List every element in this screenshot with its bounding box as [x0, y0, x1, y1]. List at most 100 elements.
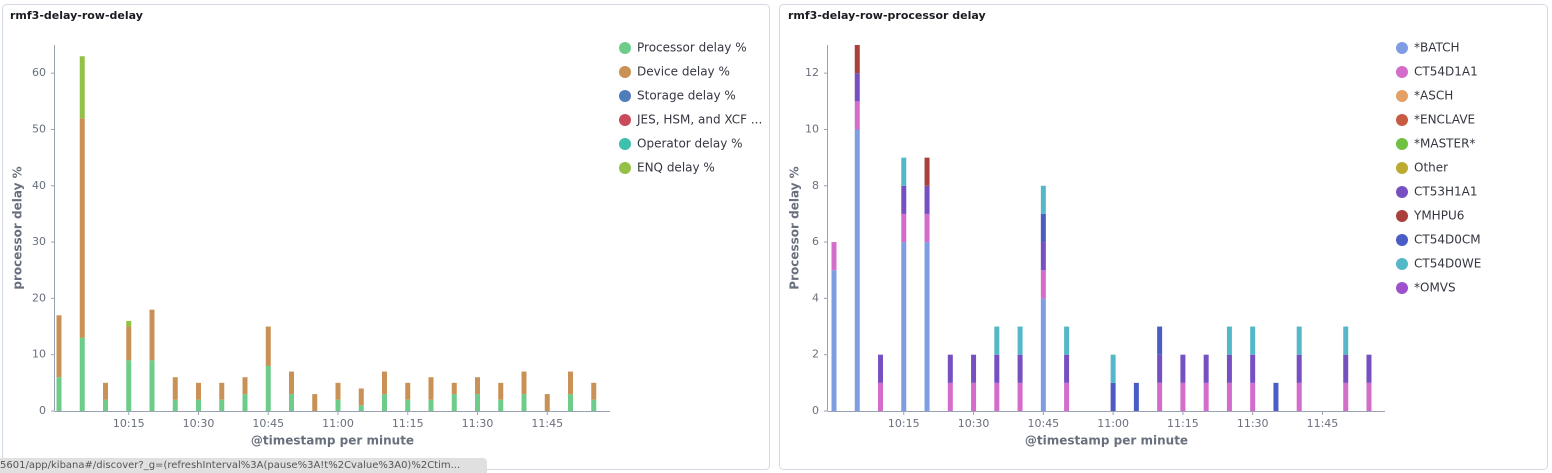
x-tick-label: 10:15 — [888, 417, 920, 430]
legend-label: Other — [1414, 161, 1448, 175]
x-tick-label: 10:30 — [183, 417, 215, 430]
bar-segment — [1157, 354, 1163, 383]
bar-segment — [1064, 382, 1070, 411]
bar-segment — [854, 45, 860, 74]
legend-label: *BATCH — [1414, 41, 1460, 55]
bar-segment — [126, 320, 132, 327]
bar-segment — [854, 129, 860, 411]
bar-segment — [451, 382, 457, 395]
bar-segment — [289, 394, 294, 411]
bar-segment — [56, 377, 62, 411]
bar-segment — [289, 371, 294, 395]
bar-segment — [947, 354, 953, 383]
bar-segment — [1296, 354, 1302, 383]
bar-segment — [312, 394, 318, 411]
legend-swatch — [1396, 42, 1408, 54]
legend-swatch — [1396, 162, 1408, 174]
bar-segment — [521, 394, 527, 411]
bar-segment — [219, 399, 225, 411]
bar-segment — [196, 382, 201, 400]
bar-segment — [335, 399, 341, 411]
bar-segment — [854, 73, 860, 102]
bar-segment — [126, 326, 132, 361]
bar-segment — [521, 371, 527, 395]
bar-segment — [265, 326, 271, 366]
legend-label: ENQ delay % — [637, 161, 715, 175]
bar-segment — [994, 382, 1000, 411]
bar-segment — [1226, 326, 1232, 355]
y-tick-label: 10 — [805, 122, 819, 135]
panel-title: rmf3-delay-row-delay — [10, 9, 143, 22]
legend-label: *ENCLAVE — [1414, 113, 1475, 127]
bar-segment — [568, 394, 573, 411]
bar-segment — [568, 371, 573, 395]
bar-segment — [1203, 354, 1209, 383]
legend-label: CT54D0CM — [1414, 233, 1481, 247]
bar-segment — [1040, 298, 1046, 411]
bar-segment — [1250, 382, 1256, 411]
bar-segment — [1040, 213, 1046, 243]
bar-segment — [591, 382, 597, 400]
x-axis-label: @timestamp per minute — [1025, 434, 1188, 448]
bar-segment — [103, 382, 108, 400]
bar-segment — [971, 382, 977, 411]
bar-segment — [1157, 382, 1163, 411]
bar-segment — [126, 360, 132, 411]
bar-segment — [1064, 326, 1070, 355]
bar-segment — [901, 213, 907, 243]
bar-segment — [1017, 326, 1023, 355]
y-axis-label: Processor delay % — [788, 166, 802, 289]
bar-segment — [196, 399, 201, 411]
bar-segment — [79, 337, 85, 411]
bar-segment — [1343, 326, 1349, 355]
y-tick-label: 8 — [812, 179, 819, 192]
legend-label: Storage delay % — [637, 89, 736, 103]
legend-label: Operator delay % — [637, 137, 743, 151]
panel-title: rmf3-delay-row-processor delay — [788, 9, 986, 22]
legend-swatch — [619, 66, 631, 78]
legend-swatch — [1396, 234, 1408, 246]
bar-segment — [591, 399, 597, 411]
legend-label: *MASTER* — [1414, 137, 1475, 151]
bar-segment — [405, 399, 411, 411]
x-axis-label: @timestamp per minute — [251, 434, 414, 448]
legend-swatch — [619, 138, 631, 150]
bar-segment — [994, 326, 1000, 355]
x-tick-label: 10:45 — [252, 417, 284, 430]
bar-segment — [924, 185, 930, 214]
bar-segment — [1017, 354, 1023, 383]
bar-segment — [1226, 354, 1232, 383]
legend-swatch — [1396, 114, 1408, 126]
y-tick-label: 0 — [39, 404, 46, 417]
bar-segment — [1296, 382, 1302, 411]
legend-swatch — [1396, 138, 1408, 150]
bar-segment — [924, 157, 930, 186]
legend-label: CT53H1A1 — [1414, 185, 1477, 199]
y-tick-label: 10 — [32, 348, 46, 361]
bar-segment — [878, 354, 884, 383]
bar-segment — [831, 270, 837, 411]
y-tick-label: 30 — [32, 235, 46, 248]
bar-segment — [358, 388, 364, 406]
x-tick-label: 10:45 — [1027, 417, 1059, 430]
bar-segment — [265, 365, 271, 411]
bar-segment — [901, 242, 907, 411]
bar-segment — [149, 360, 155, 411]
bar-segment — [1366, 382, 1372, 411]
bar-segment — [56, 315, 62, 378]
bar-segment — [1110, 354, 1116, 383]
bar-segment — [1180, 354, 1186, 383]
y-tick-label: 6 — [812, 235, 819, 248]
bar-segment — [544, 394, 550, 411]
panel — [779, 4, 1548, 470]
bar-segment — [79, 118, 85, 338]
legend-label: JES, HSM, and XCF ... — [636, 113, 762, 127]
bar-segment — [219, 382, 225, 400]
legend-swatch — [619, 90, 631, 102]
legend-label: Device delay % — [637, 65, 730, 79]
bar-segment — [924, 242, 930, 411]
y-tick-label: 20 — [32, 291, 46, 304]
bar-segment — [901, 157, 907, 186]
y-tick-label: 0 — [812, 404, 819, 417]
